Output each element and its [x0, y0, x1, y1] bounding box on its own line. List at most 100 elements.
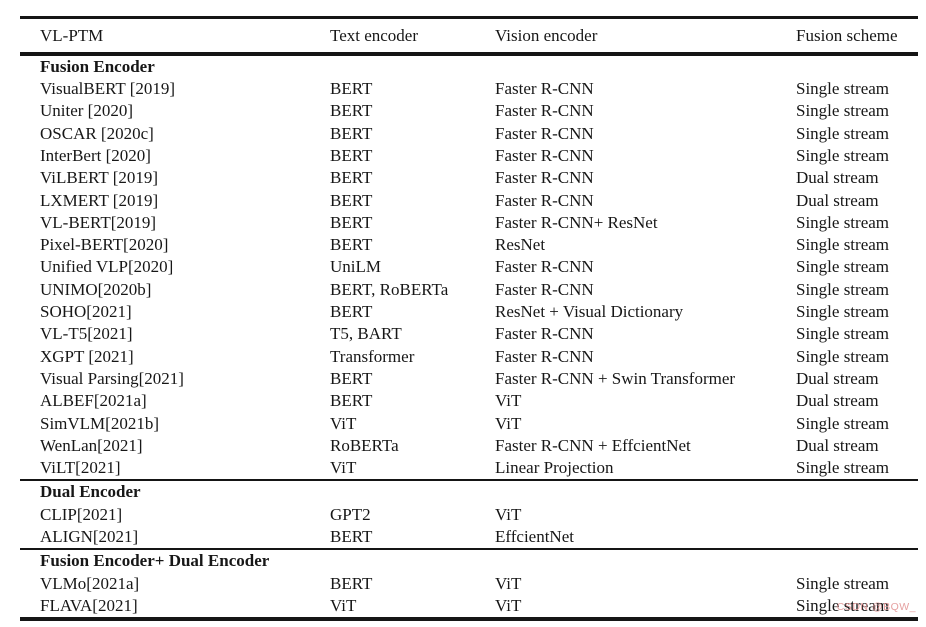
model-name-cell: WenLan[2021] — [40, 435, 143, 455]
model-name-cell: Pixel-BERT[2020] — [40, 235, 169, 255]
vision-encoder-cell: Faster R-CNN+ ResNet — [495, 212, 658, 232]
section-title-row: Fusion Encoder — [20, 56, 918, 78]
section-title: Fusion Encoder+ Dual Encoder — [40, 551, 270, 571]
table-row: UNIMO[2020b] BERT, RoBERTa Faster R-CNN Sin… — [20, 279, 918, 301]
fusion-scheme-cell: Single stream — [796, 302, 890, 322]
table-row: LXMERT [2019] BERT Faster R-CNN Dual stream — [20, 190, 918, 212]
vision-encoder-cell: ViT — [495, 391, 522, 411]
text-encoder-cell: Transformer — [330, 346, 415, 366]
table-row: Unified VLP[2020] UniLM Faster R-CNN Single… — [20, 256, 918, 278]
model-name-cell: VLMo[2021a] — [40, 573, 140, 593]
vision-encoder-cell: ResNet — [495, 235, 546, 255]
column-header-vl-ptm: VL-PTM — [40, 25, 104, 45]
text-encoder-cell: BERT — [330, 168, 373, 188]
fusion-scheme-cell: Single stream — [796, 123, 890, 143]
table-row: XGPT [2021] Transformer Faster R-CNN Single… — [20, 346, 918, 368]
vision-encoder-cell: ViT — [495, 504, 522, 524]
vision-encoder-cell: Faster R-CNN — [495, 257, 594, 277]
watermark-text: CSDN @BQW_ — [836, 601, 916, 613]
text-encoder-cell: BERT — [330, 212, 373, 232]
fusion-scheme-cell: Single stream — [796, 257, 890, 277]
section-title-row: Dual Encoder — [20, 481, 918, 503]
model-name-cell: Unified VLP[2020] — [40, 257, 174, 277]
model-name-cell: XGPT [2021] — [40, 346, 134, 366]
model-name-cell: LXMERT [2019] — [40, 190, 159, 210]
model-name-cell: Visual Parsing[2021] — [40, 368, 184, 388]
table-row: Uniter [2020] BERT Faster R-CNN Single stre… — [20, 100, 918, 122]
model-name-cell: Uniter [2020] — [40, 101, 134, 121]
section-divider-rule — [20, 479, 918, 482]
text-encoder-cell: BERT — [330, 368, 373, 388]
fusion-scheme-cell: Single stream — [796, 279, 890, 299]
model-name-cell: CLIP[2021] — [40, 504, 123, 524]
vision-encoder-cell: Faster R-CNN + EffcientNet — [495, 435, 691, 455]
table-row: VL-T5[2021] T5, BART Faster R-CNN Single st… — [20, 323, 918, 345]
model-name-cell: ViLT[2021] — [40, 458, 121, 478]
fusion-scheme-cell: Single stream — [796, 101, 890, 121]
model-name-cell: VL-BERT[2019] — [40, 212, 157, 232]
text-encoder-cell: BERT — [330, 573, 373, 593]
column-header-vision-encoder: Vision encoder — [495, 25, 598, 45]
text-encoder-cell: BERT — [330, 235, 373, 255]
vision-encoder-cell: Faster R-CNN — [495, 123, 594, 143]
fusion-scheme-cell: Single stream — [796, 573, 890, 593]
vision-encoder-cell: Faster R-CNN — [495, 79, 594, 99]
table-header-row: VL-PTM Text encoder Vision encoder Fusio… — [20, 19, 918, 52]
vision-encoder-cell: Faster R-CNN — [495, 279, 594, 299]
text-encoder-cell: BERT — [330, 190, 373, 210]
text-encoder-cell: RoBERTa — [330, 435, 399, 455]
vision-encoder-cell: Faster R-CNN — [495, 324, 594, 344]
vision-encoder-cell: Faster R-CNN — [495, 168, 594, 188]
table-row: Visual Parsing[2021] BERT Faster R-CNN + S… — [20, 368, 918, 390]
table-row: SOHO[2021] BERT ResNet + Visual Dictionary… — [20, 301, 918, 323]
text-encoder-cell: ViT — [330, 458, 357, 478]
table-body: Fusion Encoder VisualBERT [2019] BERT Faste… — [20, 56, 918, 617]
model-name-cell: FLAVA[2021] — [40, 595, 138, 615]
model-name-cell: SOHO[2021] — [40, 302, 132, 322]
table-row: ViLBERT [2019] BERT Faster R-CNN Dual strea… — [20, 167, 918, 189]
fusion-scheme-cell: Single stream — [796, 212, 890, 232]
table-header-rule — [20, 52, 918, 56]
table-row: VisualBERT [2019] BERT Faster R-CNN Single … — [20, 78, 918, 100]
table-row: WenLan[2021] RoBERTa Faster R-CNN + Effcie… — [20, 435, 918, 457]
table-row: FLAVA[2021] ViT ViT Single stream — [20, 595, 918, 617]
model-name-cell: UNIMO[2020b] — [40, 279, 152, 299]
vision-encoder-cell: ViT — [495, 413, 522, 433]
text-encoder-cell: ViT — [330, 413, 357, 433]
text-encoder-cell: T5, BART — [330, 324, 402, 344]
model-name-cell: VisualBERT [2019] — [40, 79, 176, 99]
fusion-scheme-cell: Single stream — [796, 145, 890, 165]
vision-encoder-cell: Faster R-CNN — [495, 145, 594, 165]
fusion-scheme-cell: Dual stream — [796, 368, 879, 388]
table-row: Pixel-BERT[2020] BERT ResNet Single stream — [20, 234, 918, 256]
vision-encoder-cell: ResNet + Visual Dictionary — [495, 302, 684, 322]
text-encoder-cell: UniLM — [330, 257, 381, 277]
text-encoder-cell: BERT — [330, 145, 373, 165]
vision-encoder-cell: ViT — [495, 595, 522, 615]
section-title: Dual Encoder — [40, 482, 141, 502]
vision-encoder-cell: Faster R-CNN — [495, 101, 594, 121]
model-name-cell: VL-T5[2021] — [40, 324, 133, 344]
vision-encoder-cell: Faster R-CNN — [495, 190, 594, 210]
text-encoder-cell: BERT — [330, 527, 373, 547]
model-name-cell: ViLBERT [2019] — [40, 168, 159, 188]
text-encoder-cell: BERT — [330, 302, 373, 322]
vision-encoder-cell: EffcientNet — [495, 527, 574, 547]
model-name-cell: OSCAR [2020c] — [40, 123, 154, 143]
table-row: ViLT[2021] ViT Linear Projection Single str… — [20, 457, 918, 479]
text-encoder-cell: GPT2 — [330, 504, 371, 524]
vl-ptm-comparison-table: VL-PTM Text encoder Vision encoder Fusio… — [20, 16, 918, 621]
fusion-scheme-cell: Dual stream — [796, 190, 879, 210]
model-name-cell: InterBert [2020] — [40, 145, 151, 165]
table-bottom-rule — [20, 617, 918, 621]
model-name-cell: ALIGN[2021] — [40, 527, 139, 547]
section-title: Fusion Encoder — [40, 56, 155, 76]
fusion-scheme-cell: Dual stream — [796, 391, 879, 411]
fusion-scheme-cell: Single stream — [796, 458, 890, 478]
text-encoder-cell: BERT — [330, 79, 373, 99]
vision-encoder-cell: ViT — [495, 573, 522, 593]
fusion-scheme-cell: Single stream — [796, 235, 890, 255]
vision-encoder-cell: Linear Projection — [495, 458, 614, 478]
text-encoder-cell: BERT, RoBERTa — [330, 279, 449, 299]
text-encoder-cell: BERT — [330, 123, 373, 143]
